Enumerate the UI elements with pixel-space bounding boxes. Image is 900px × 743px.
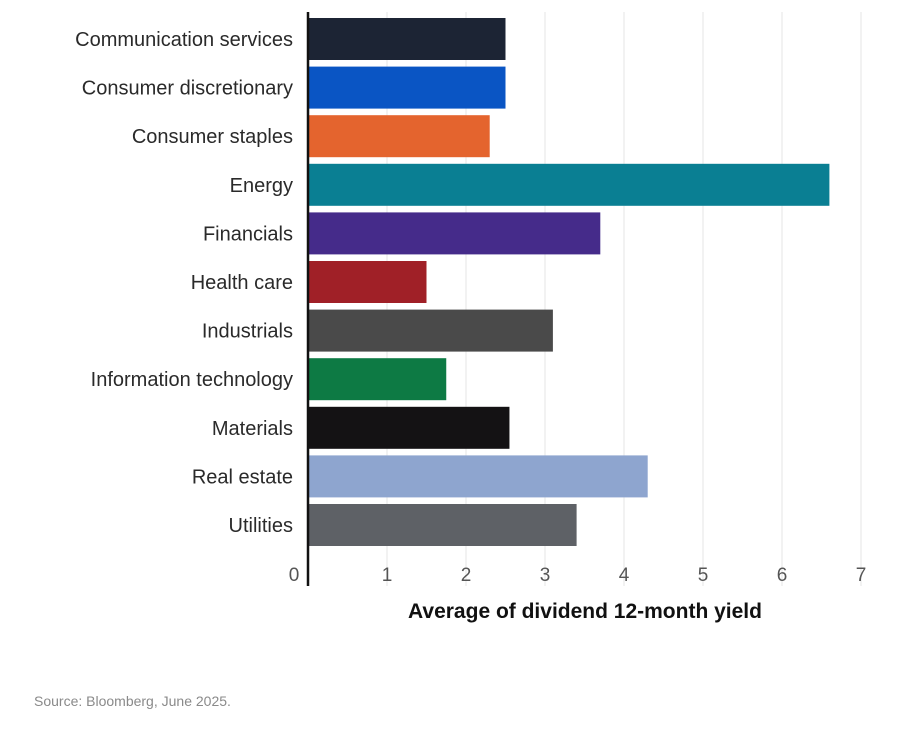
x-tick-label: 2 (461, 565, 472, 586)
x-tick-label: 3 (540, 565, 551, 586)
category-label: Consumer staples (132, 126, 293, 148)
x-axis-label: Average of dividend 12-month yield (408, 600, 762, 623)
category-label: Materials (212, 418, 293, 440)
bar-energy (309, 163, 830, 206)
category-label: Industrials (202, 321, 293, 343)
category-label: Consumer discretionary (82, 78, 293, 100)
bar-consumer-staples (309, 115, 490, 158)
bar-health-care (309, 261, 427, 303)
x-tick-label: 7 (856, 565, 867, 586)
category-label: Health care (191, 272, 293, 294)
x-tick-label: 6 (777, 565, 788, 586)
x-tick-label: 4 (619, 565, 630, 586)
category-label: Information technology (91, 369, 293, 391)
category-label: Energy (230, 175, 293, 197)
bar-consumer-discretionary (309, 66, 506, 109)
x-tick-label: 0 (289, 565, 300, 586)
bar-utilities (309, 504, 577, 546)
category-label: Real estate (192, 466, 293, 488)
bar-materials (309, 406, 510, 449)
source-note: Source: Bloomberg, June 2025. (34, 693, 231, 709)
x-tick-label: 1 (382, 565, 393, 586)
bar-industrials (309, 309, 553, 352)
category-label: Utilities (229, 515, 293, 537)
x-tick-labels: 0 1 2 3 4 5 6 7 (289, 565, 867, 586)
category-label: Communication services (75, 29, 293, 51)
category-labels: Communication services Consumer discretio… (75, 29, 293, 537)
bar-information-technology (309, 358, 447, 401)
x-tick-label: 5 (698, 565, 709, 586)
category-label: Financials (203, 223, 293, 245)
bar-real-estate (309, 455, 648, 498)
bar-communication-services (309, 18, 506, 60)
bars (309, 18, 830, 546)
bar-financials (309, 212, 601, 255)
